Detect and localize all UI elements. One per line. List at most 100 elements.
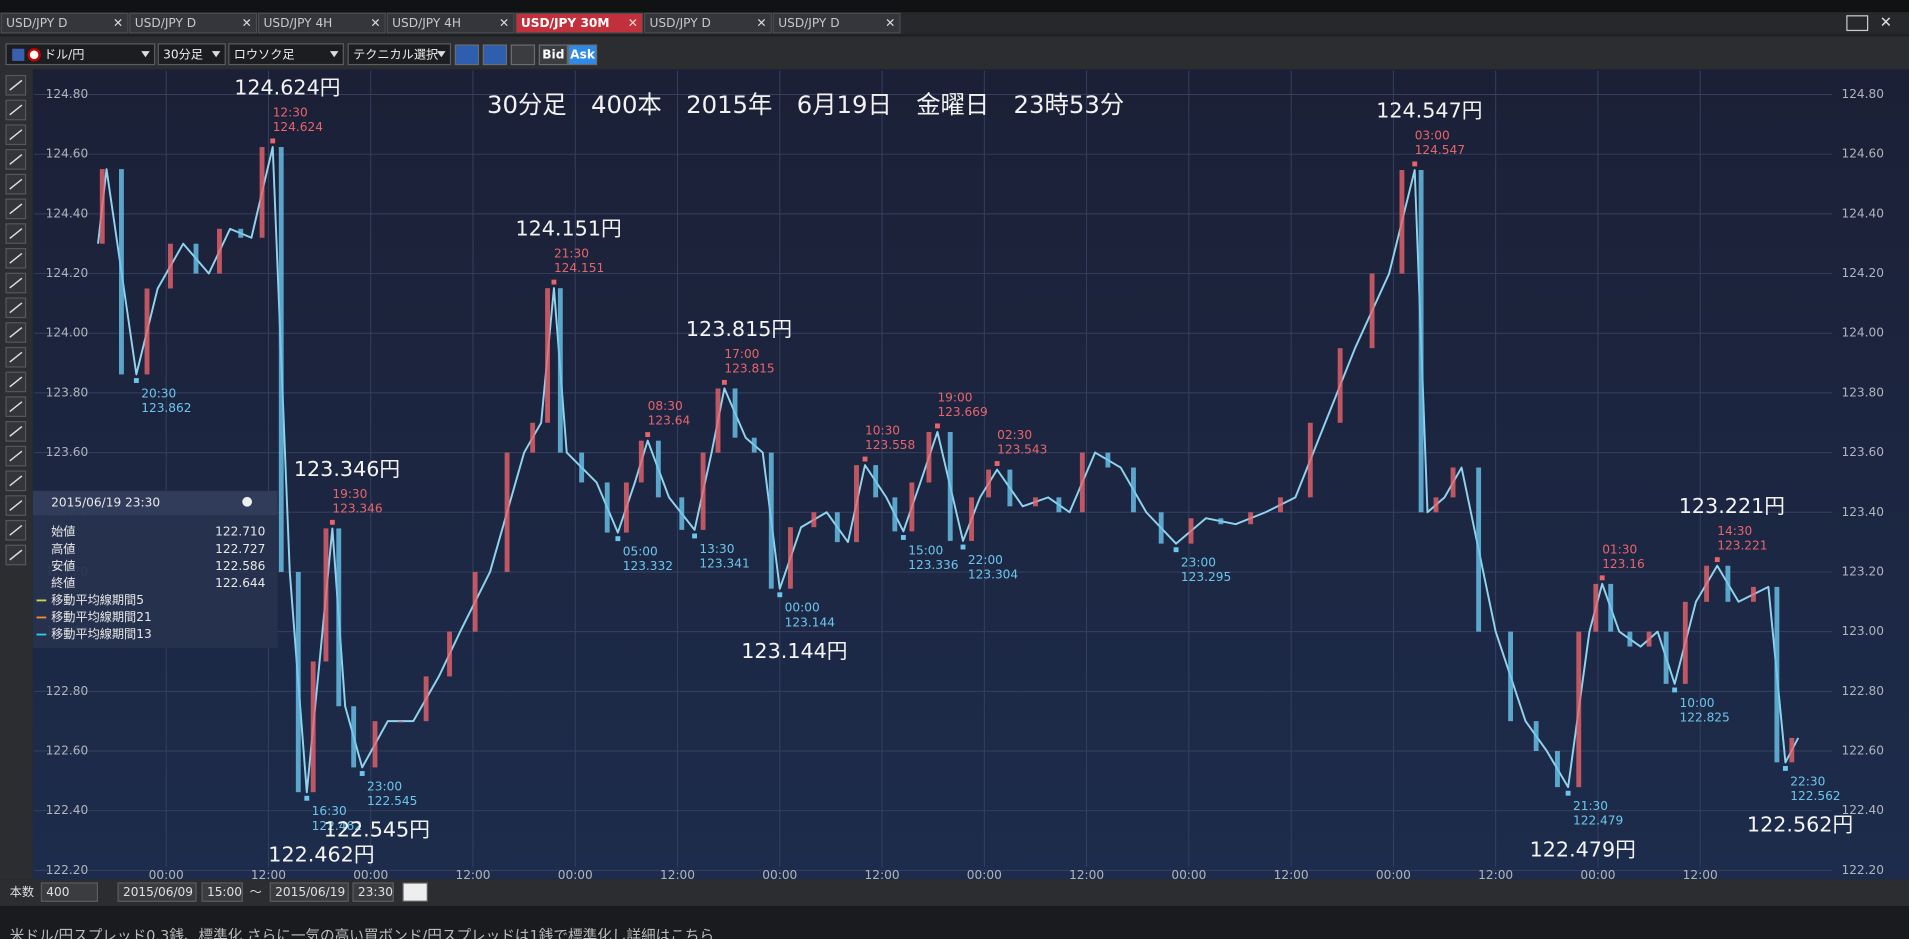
candle — [1399, 170, 1405, 274]
tab-close[interactable]: ✕ — [756, 16, 766, 30]
range-field[interactable] — [269, 882, 349, 902]
annotation-price: 123.815 — [724, 361, 774, 375]
candle — [119, 169, 124, 375]
low-marker — [1782, 766, 1788, 771]
annotation-time: 03:00 — [1415, 128, 1450, 142]
annotation-price: 123.332 — [623, 559, 673, 573]
tab[interactable]: USD/JPY 4H ✕ — [257, 12, 386, 34]
tool-button[interactable] — [510, 44, 536, 66]
candle — [700, 452, 706, 530]
high-marker — [551, 279, 557, 285]
bid-label: Bid — [542, 47, 564, 61]
annotation-price: 123.336 — [908, 558, 958, 572]
annotation-price: 124.624 — [273, 120, 324, 134]
annotation-price: 123.669 — [937, 405, 987, 419]
info-button[interactable] — [242, 496, 253, 507]
annotation-price: 123.64 — [648, 414, 691, 428]
y-tick-label-left: 122.20 — [46, 863, 89, 877]
tab[interactable]: USD/JPY D ✕ — [772, 12, 901, 34]
y-tick-label-left: 124.80 — [46, 87, 89, 101]
range-text: 400 — [46, 885, 69, 899]
tab-close[interactable]: ✕ — [370, 16, 380, 30]
tab[interactable]: USD/JPY D ✕ — [129, 12, 258, 34]
annotation-time: 14:30 — [1717, 524, 1752, 538]
candle — [168, 243, 173, 289]
x-tick-label: 12:00 — [1069, 868, 1104, 882]
dropdown-label: 30分足 — [163, 47, 203, 61]
candle — [655, 440, 661, 498]
candle — [1774, 586, 1780, 763]
annotation-label: 122.545円 — [324, 818, 430, 842]
tab-close[interactable]: ✕ — [113, 16, 123, 30]
annotation-label: 123.144円 — [741, 639, 847, 663]
candle — [679, 497, 685, 530]
x-tick-label: 00:00 — [1376, 868, 1411, 882]
y-tick-label: 123.20 — [1841, 564, 1884, 578]
range-text: ～ — [250, 885, 262, 899]
range-field[interactable] — [117, 882, 197, 902]
tab-close[interactable]: ✕ — [628, 16, 638, 30]
candle — [1105, 452, 1111, 468]
annotation-price: 123.346 — [332, 501, 382, 515]
tab-close[interactable]: ✕ — [499, 16, 509, 30]
dropdown[interactable]: 30分足 — [157, 43, 226, 66]
tab[interactable]: USD/JPY 4H ✕ — [386, 12, 515, 34]
x-tick-label: 12:00 — [865, 868, 900, 882]
top-strip — [0, 0, 1909, 13]
candle — [1079, 452, 1085, 513]
tab-close[interactable]: ✕ — [885, 16, 895, 30]
dropdown[interactable]: ロウソク足 — [228, 43, 344, 66]
candle — [1789, 737, 1795, 763]
candle — [1663, 631, 1669, 684]
range-field[interactable] — [201, 882, 243, 902]
tab[interactable]: USD/JPY D ✕ — [0, 12, 129, 34]
window-buttons: ✕ — [1846, 14, 1892, 32]
candle — [1682, 601, 1688, 684]
annotation-label: 122.479円 — [1530, 837, 1636, 861]
x-tick-label: 00:00 — [558, 868, 593, 882]
annotation-price: 123.543 — [997, 443, 1047, 457]
tab-label: USD/JPY D — [6, 16, 67, 30]
candle — [1627, 631, 1633, 647]
candle — [1307, 422, 1313, 498]
tab-label: USD/JPY 4H — [263, 16, 332, 30]
chart-area — [32, 69, 1909, 880]
ask-button[interactable] — [567, 44, 598, 66]
annotation-time: 19:30 — [332, 487, 367, 501]
candle — [1576, 631, 1582, 788]
y-tick-label: 124.40 — [1841, 206, 1884, 220]
tool-button[interactable] — [454, 44, 480, 66]
dropdown[interactable]: ドル/円 — [5, 43, 156, 66]
status-text[interactable]: 米ドル/円スプレッド0.3銭、標準化 さらに一気の高い買ボンド/円スプレッドは1… — [10, 928, 714, 939]
reload-button[interactable] — [402, 882, 428, 902]
tab-body — [0, 12, 129, 34]
y-tick-label: 124.20 — [1841, 266, 1884, 280]
range-field[interactable] — [352, 882, 394, 902]
dropdown-box — [157, 43, 226, 66]
y-tick-label-left: 124.20 — [46, 266, 89, 280]
y-tick-label: 123.80 — [1841, 385, 1884, 399]
y-tick-label-left: 123.60 — [46, 445, 89, 459]
candle — [751, 437, 757, 453]
tab-label: USD/JPY 30M — [521, 16, 610, 30]
x-tick-label: 12:00 — [251, 868, 286, 882]
tab-close[interactable]: ✕ — [242, 16, 252, 30]
tab[interactable]: USD/JPY 30M ✕ — [515, 12, 644, 34]
tool-button[interactable] — [482, 44, 508, 66]
dropdown-box — [228, 43, 344, 66]
tool-glyph — [9, 203, 23, 215]
candle — [545, 288, 550, 423]
maximize-button[interactable] — [1846, 15, 1869, 32]
bid-button[interactable] — [538, 44, 568, 66]
candle — [1476, 467, 1482, 632]
range-field[interactable] — [40, 882, 99, 902]
annotation-time: 23:00 — [367, 779, 402, 793]
candle — [1725, 565, 1731, 602]
y-tick-label-left: 124.00 — [46, 326, 89, 340]
tab-label: USD/JPY D — [135, 16, 196, 30]
tab[interactable]: USD/JPY D ✕ — [644, 12, 772, 34]
dropdown[interactable]: テクニカル選択 — [347, 43, 452, 66]
close-button[interactable]: ✕ — [1880, 14, 1892, 31]
high-marker — [1599, 575, 1605, 581]
